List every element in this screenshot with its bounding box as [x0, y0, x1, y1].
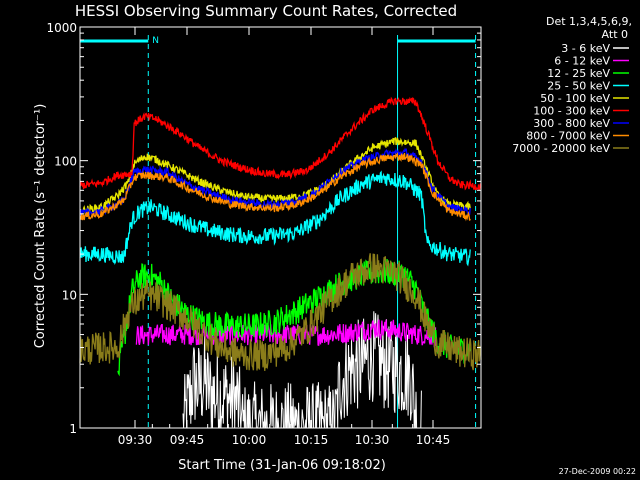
legend-header-line1: Det 1,3,4,5,6,9, — [546, 15, 632, 28]
y-tick-label: 100 — [54, 155, 77, 169]
series-line-3 — [117, 258, 471, 377]
y-tick-label: 1000 — [46, 21, 77, 35]
series-layer — [79, 96, 482, 429]
series-line-2 — [135, 319, 437, 348]
legend-label-7: 300 - 800 keV — [533, 117, 610, 130]
plot-frame — [79, 26, 482, 429]
series-line-9 — [79, 253, 482, 371]
x-tick-label: 10:30 — [355, 433, 390, 447]
y-tick-label: 1 — [69, 422, 77, 436]
legend-header-line2: Att 0 — [602, 28, 628, 41]
x-axis-label: Start Time (31-Jan-06 09:18:02) — [178, 458, 386, 473]
x-axis: 09:30 09:45 10:00 10:15 10:30 10:45 — [118, 27, 451, 447]
x-tick-label: 10:00 — [232, 433, 267, 447]
legend-label-5: 50 - 100 keV — [540, 92, 610, 105]
x-tick-label: 09:30 — [118, 433, 153, 447]
y-axis-label: Corrected Count Rate (s⁻¹ detector⁻¹) — [33, 104, 48, 349]
x-tick-label: 10:15 — [294, 433, 329, 447]
legend-label-1: 3 - 6 keV — [561, 42, 610, 55]
series-line-1 — [182, 311, 422, 429]
chart-title: HESSI Observing Summary Count Rates, Cor… — [75, 2, 457, 20]
marker-n-label: N — [152, 36, 159, 46]
legend-label-2: 6 - 12 keV — [554, 55, 610, 68]
series-line-6 — [79, 96, 482, 191]
legend-label-8: 800 - 7000 keV — [526, 130, 610, 143]
y-tick-label: 10 — [62, 288, 77, 302]
legend-label-6: 100 - 300 keV — [533, 105, 610, 118]
x-tick-label: 09:45 — [170, 433, 205, 447]
x-tick-label: 10:45 — [416, 433, 451, 447]
y-axis: 1 10 100 1000 — [46, 21, 481, 436]
series-line-4 — [79, 170, 471, 267]
legend-label-4: 25 - 50 keV — [547, 80, 610, 93]
series-line-8 — [79, 151, 471, 222]
footer-date: 27-Dec-2009 00:22 — [559, 467, 636, 476]
series-line-5 — [79, 137, 471, 216]
legend-label-3: 12 - 25 keV — [547, 67, 610, 80]
legend-label-9: 7000 - 20000 keV — [512, 142, 610, 155]
